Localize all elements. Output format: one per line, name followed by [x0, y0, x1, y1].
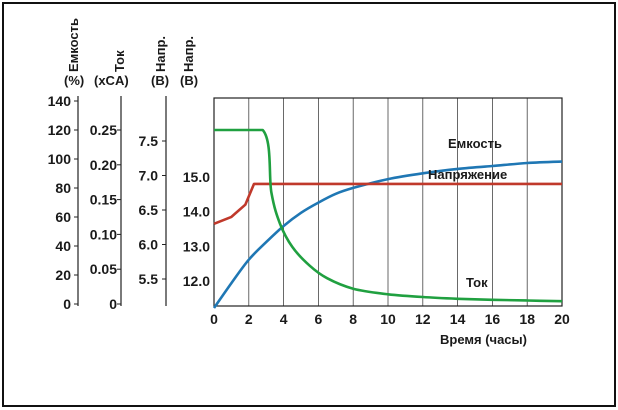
current-tick-label: 0.10: [90, 226, 117, 242]
voltage-a-axis-ticks: 7.5 7.0 6.5 6.0 5.5: [139, 133, 166, 287]
voltage-a-tick-label: 5.5: [139, 271, 159, 287]
current-tick-label: 0.05: [90, 261, 117, 277]
x-axis-ticks: 0 2 4 6 8 10 12 14 16 18 20: [210, 311, 570, 327]
current-axis-unit: (xCA): [94, 73, 129, 88]
capacity-tick-label: 20: [55, 267, 71, 283]
voltage-a-tick-label: 7.5: [139, 133, 159, 149]
x-tick-label: 20: [554, 311, 570, 327]
capacity-tick-label: 120: [48, 122, 72, 138]
voltage-a-tick-label: 6.5: [139, 202, 159, 218]
plot-area: [213, 97, 563, 307]
voltage-b-axis-ticks: 15.0 14.0 13.0 12.0: [183, 169, 210, 289]
voltage-a-tick-label: 6.0: [139, 237, 159, 253]
x-tick-label: 2: [245, 311, 253, 327]
current-tick-label: 0: [109, 296, 117, 312]
series-line-voltage: [213, 182, 562, 226]
x-tick-label: 14: [450, 311, 466, 327]
voltage-a-axis-unit: (В): [151, 73, 169, 88]
voltage-b-tick-label: 12.0: [183, 273, 210, 289]
voltage-a-axis-title: Напр.: [153, 36, 168, 72]
voltage-a-tick-label: 7.0: [139, 168, 159, 184]
series-label-current: Ток: [466, 275, 488, 290]
voltage-b-axis-unit: (В): [180, 73, 198, 88]
capacity-tick-label: 100: [48, 151, 72, 167]
series-line-current: [214, 128, 563, 303]
x-tick-label: 6: [315, 311, 323, 327]
voltage-b-tick-label: 15.0: [183, 169, 210, 185]
x-tick-label: 16: [485, 311, 501, 327]
current-axis-ticks: 0.25 0.20 0.15 0.10 0.05 0: [90, 122, 121, 312]
capacity-axis-unit: (%): [64, 73, 84, 88]
capacity-tick-label: 0: [63, 296, 71, 312]
x-tick-label: 0: [210, 311, 218, 327]
series-layer: [212, 128, 563, 309]
current-tick-label: 0.25: [90, 122, 117, 138]
series-line-capacity: [212, 160, 563, 309]
current-tick-label: 0.15: [90, 192, 117, 208]
voltage-b-axis-title: Напр.: [181, 36, 196, 72]
x-tick-label: 18: [519, 311, 535, 327]
x-tick-label: 10: [380, 311, 396, 327]
capacity-tick-label: 40: [55, 238, 71, 254]
capacity-tick-label: 80: [55, 180, 71, 196]
current-axis-title: Ток: [112, 50, 127, 72]
current-tick-label: 0.20: [90, 157, 117, 173]
capacity-axis-ticks: 140 120 100 80 60 40 20 0: [48, 93, 78, 312]
x-tick-label: 8: [349, 311, 357, 327]
x-axis-label: Время (часы): [440, 332, 527, 347]
series-label-voltage: Напряжение: [428, 167, 507, 182]
capacity-tick-label: 60: [55, 209, 71, 225]
voltage-b-tick-label: 14.0: [183, 204, 210, 220]
x-tick-label: 4: [280, 311, 288, 327]
series-label-capacity: Емкость: [448, 136, 502, 151]
voltage-b-tick-label: 13.0: [183, 238, 210, 254]
x-tick-label: 12: [415, 311, 431, 327]
capacity-axis-title: Емкость: [66, 18, 81, 72]
capacity-tick-label: 140: [48, 93, 72, 109]
